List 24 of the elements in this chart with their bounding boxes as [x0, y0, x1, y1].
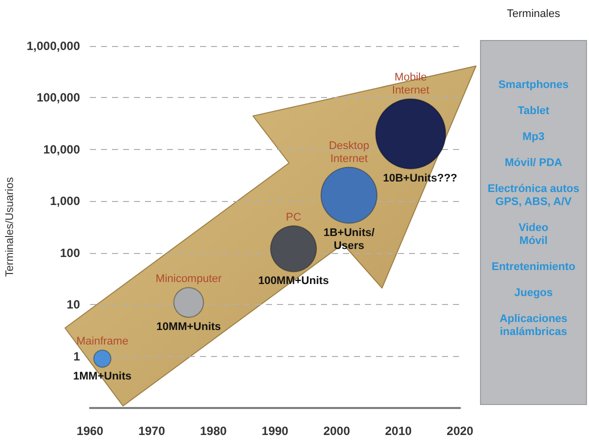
annotation: 1B+Units/ Users	[323, 226, 375, 252]
text: Terminales	[506, 8, 560, 21]
y-tick-label: 1	[73, 349, 80, 364]
series-label: Desktop Internet	[328, 140, 370, 165]
y-tick-label: 10	[66, 298, 80, 312]
y-tick-label: 100	[60, 246, 80, 260]
annotation: 10MM+Units	[156, 320, 221, 333]
x-tick-label: 2000	[323, 424, 350, 438]
x-tick-label: 2010	[384, 424, 412, 438]
series-label: Mobile Internet	[392, 71, 430, 96]
x-tick-label: 2020	[446, 424, 474, 438]
y-tick-label: 1,000,000	[26, 39, 80, 53]
y-tick-label: 1,000	[50, 194, 80, 208]
x-tick-label: 1960	[76, 424, 104, 438]
series-label: Mainframe	[76, 336, 128, 348]
y-axis-title: Terminales/Usuarios	[4, 176, 16, 277]
x-tick-label: 1970	[138, 424, 166, 438]
y-tick-label: 100,000	[36, 90, 80, 105]
series-label: Minicomputer	[156, 273, 222, 286]
x-tick-label: 1980	[200, 424, 228, 438]
x-tick-label: 1990	[262, 424, 289, 438]
list-panel: Smartphones Tablet Mp3 Móvil/ PDA Electrónica autos GPS, ABS, A/V Video Móvil Entretenimiento Juegos Aplicaciones inalámbricas	[480, 40, 587, 405]
y-tick-label: 10,000	[43, 142, 80, 156]
series-label: PC	[286, 211, 302, 224]
